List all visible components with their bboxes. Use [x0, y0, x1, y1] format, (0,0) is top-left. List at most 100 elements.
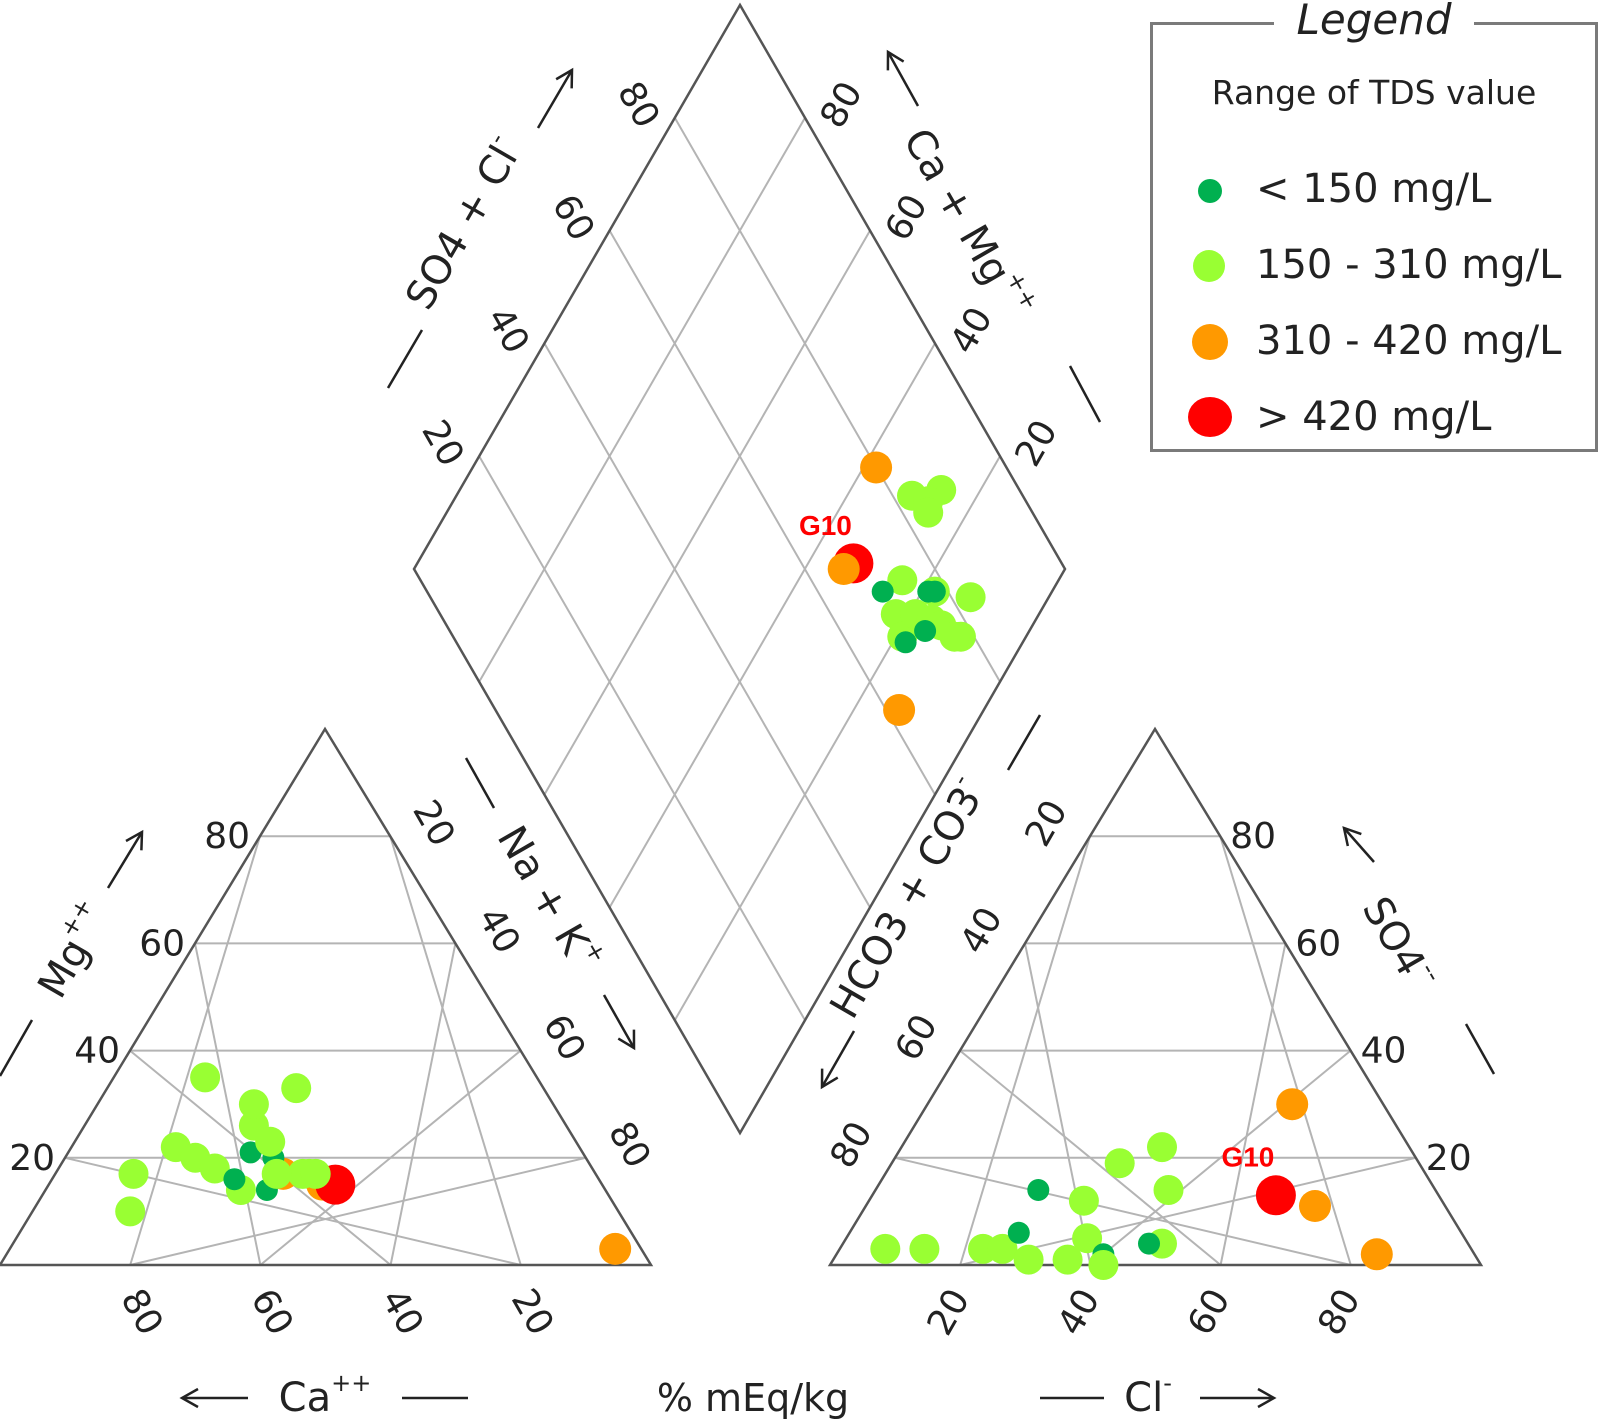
nak-arrow-head — [617, 1029, 636, 1051]
legend-item-label: 310 - 420 mg/L — [1256, 318, 1562, 364]
axis-title-nak: Na + K+ — [488, 815, 613, 979]
camg-dash — [1068, 365, 1102, 423]
grid-line — [1024, 943, 1092, 1266]
cation-point — [115, 1196, 146, 1227]
unit-label: % mEq/kg — [657, 1376, 849, 1420]
tick-label: 80 — [812, 75, 870, 135]
legend-marker — [1198, 179, 1222, 203]
anion-point — [1027, 1179, 1050, 1201]
anion-point — [987, 1233, 1018, 1264]
tick-label: 60 — [535, 1008, 593, 1068]
tick-label: 80 — [204, 816, 250, 857]
cl-arrow-head — [1257, 1387, 1277, 1409]
anion-point — [1299, 1190, 1331, 1222]
grid-line — [1089, 1049, 1352, 1266]
so4cl-arrow — [536, 69, 574, 129]
anion-point — [1007, 1221, 1030, 1244]
anion-point — [1088, 1250, 1119, 1280]
hco3-arrow — [820, 1030, 856, 1088]
tick-label: 40 — [373, 1282, 431, 1342]
grid-line — [194, 943, 262, 1266]
legend-item-label: > 420 mg/L — [1256, 394, 1492, 440]
cation-point — [599, 1232, 632, 1265]
axis-title-ca: Ca++ — [279, 1369, 372, 1421]
legend-item-label: < 150 mg/L — [1256, 166, 1492, 212]
diamond-point — [955, 582, 986, 613]
diamond-frame — [412, 2, 1067, 1136]
tick-label: 40 — [952, 901, 1010, 961]
axis-title-cl: Cl- — [1124, 1369, 1172, 1421]
diamond-point — [894, 631, 917, 654]
axis-title-so4: SO4-- — [1353, 886, 1448, 998]
cation-point — [118, 1158, 149, 1189]
grid-line — [959, 1049, 1222, 1266]
tick-label: 60 — [887, 1008, 945, 1068]
tick-label: 80 — [609, 75, 667, 135]
tick-label: 60 — [1295, 923, 1341, 964]
anion-point — [1013, 1244, 1044, 1275]
grid-line — [608, 342, 936, 908]
annotation-g10: G10 — [799, 510, 852, 541]
tick-label: 20 — [404, 793, 462, 853]
grid-line — [389, 835, 522, 1266]
grid-line — [129, 1049, 392, 1266]
cation-triangle-grid — [64, 835, 587, 1266]
tick-label: 20 — [503, 1282, 561, 1342]
nak-dash — [464, 757, 496, 809]
so4-arrow — [1343, 827, 1375, 863]
tick-label: 20 — [1007, 413, 1065, 473]
anion-point — [1147, 1132, 1177, 1163]
diamond-point — [871, 580, 894, 603]
tick-label: 80 — [112, 1282, 170, 1342]
mg-arrow-head — [125, 829, 144, 851]
tick-label: 20 — [1426, 1138, 1472, 1179]
tick-label: 40 — [1361, 1031, 1407, 1072]
cation-triangle-frame — [0, 726, 654, 1267]
so4-arrow-head — [1342, 826, 1362, 847]
cation-point — [239, 1141, 262, 1164]
annotation-g10: G10 — [1221, 1142, 1274, 1173]
anion-point — [870, 1233, 901, 1264]
anion-point — [1072, 1223, 1103, 1254]
tick-label: 40 — [942, 301, 1000, 361]
grid-line — [894, 1156, 1352, 1266]
hco3-arrow-head — [820, 1068, 839, 1090]
diamond-point — [913, 497, 944, 528]
tick-label: 40 — [469, 901, 527, 961]
legend-subtitle: Range of TDS value — [1211, 73, 1537, 112]
ca-arrow-head — [179, 1387, 199, 1409]
legend-item-150-310: 150 - 310 mg/L — [1153, 235, 1595, 295]
grid-line — [478, 117, 806, 683]
mg-arrow — [106, 831, 144, 889]
diamond-point — [914, 620, 937, 642]
tick-label: 80 — [600, 1115, 658, 1175]
diamond-point — [887, 565, 918, 596]
grid-line — [608, 230, 936, 796]
legend-marker — [1188, 397, 1232, 437]
anion-point — [1360, 1238, 1393, 1271]
anion-point — [1104, 1148, 1135, 1179]
tick-label: 20 — [413, 413, 471, 473]
tick-label: 20 — [920, 1282, 978, 1342]
diamond-point — [827, 553, 860, 585]
diamond-point — [860, 451, 893, 484]
legend-item-310-420: 310 - 420 mg/L — [1153, 311, 1595, 371]
cation-point — [255, 1126, 286, 1157]
tick-label: 80 — [1310, 1282, 1368, 1342]
cation-point — [300, 1158, 331, 1189]
diamond-point — [939, 621, 970, 652]
nak-arrow — [602, 994, 636, 1049]
camg-arrow — [886, 51, 920, 107]
tick-label: 20 — [9, 1138, 55, 1179]
grid-line — [129, 1156, 587, 1266]
camg-arrow-head — [886, 49, 905, 71]
anion-point — [909, 1233, 940, 1264]
cation-point — [281, 1073, 312, 1104]
so4cl-arrow-head — [555, 67, 574, 89]
axis-title-mg: Mg++ — [24, 893, 119, 1006]
anion-point — [1276, 1088, 1309, 1121]
anion-triangle-frame — [827, 726, 1484, 1267]
so4cl-dash — [386, 329, 424, 389]
cation-point — [238, 1089, 269, 1120]
